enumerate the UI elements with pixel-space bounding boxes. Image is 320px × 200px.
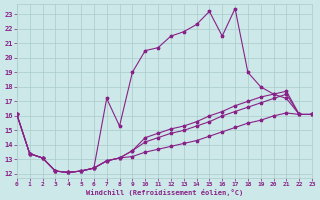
X-axis label: Windchill (Refroidissement éolien,°C): Windchill (Refroidissement éolien,°C) [86, 189, 243, 196]
